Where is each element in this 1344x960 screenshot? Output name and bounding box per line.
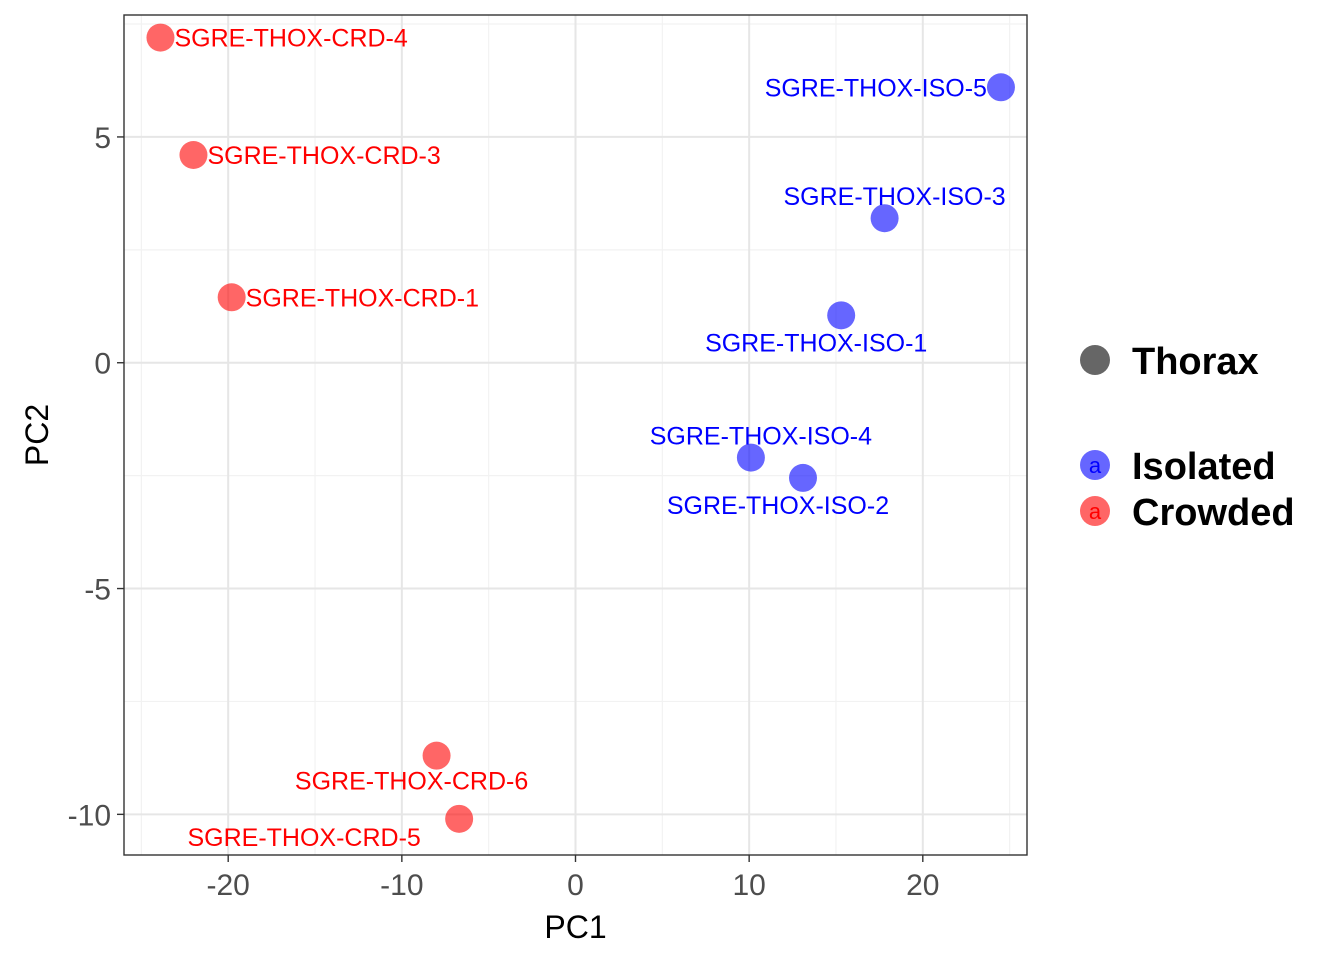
y-axis-title: PC2: [19, 404, 55, 466]
legend-label-isolated: Isolated: [1132, 446, 1276, 488]
y-tick-label: 5: [94, 122, 111, 155]
point-label: SGRE-THOX-ISO-1: [705, 329, 927, 357]
point-label: SGRE-THOX-ISO-5: [765, 74, 987, 102]
point-label: SGRE-THOX-CRD-3: [207, 142, 440, 170]
data-point: [788, 463, 817, 492]
legend-key-isolated: [1080, 450, 1110, 480]
point-label: SGRE-THOX-CRD-5: [187, 824, 420, 852]
grid: [124, 15, 1027, 855]
point-label: SGRE-THOX-ISO-2: [667, 492, 889, 520]
legend-key-letter: a: [1089, 453, 1102, 478]
point-labels: SGRE-THOX-ISO-5 SGRE-THOX-ISO-3 SGRE-THOX-…: [174, 25, 1005, 852]
data-points: [146, 23, 1015, 833]
data-point: [445, 804, 474, 833]
point-label: SGRE-THOX-CRD-6: [295, 768, 528, 796]
data-point: [986, 73, 1015, 102]
y-tick-label: -10: [68, 799, 111, 832]
legend-shape-key: [1080, 345, 1110, 375]
legend-key-letter: a: [1089, 499, 1102, 524]
point-label: SGRE-THOX-CRD-4: [174, 25, 407, 53]
axes: -20 -10 0 10 20 -10 -5 0 5: [68, 122, 940, 902]
data-point: [870, 204, 899, 233]
x-tick-label: 10: [732, 869, 765, 902]
data-point: [736, 443, 765, 472]
point-label: SGRE-THOX-ISO-3: [783, 183, 1005, 211]
point-label: SGRE-THOX-CRD-1: [246, 284, 479, 312]
x-axis-title: PC1: [544, 909, 606, 945]
x-tick-label: 0: [567, 869, 584, 902]
legend-shape-title: Thorax: [1132, 341, 1259, 383]
legend-label-crowded: Crowded: [1132, 492, 1295, 534]
x-tick-label: -10: [380, 869, 423, 902]
data-point: [146, 23, 175, 52]
x-tick-label: 20: [906, 869, 939, 902]
y-tick-label: 0: [94, 348, 111, 381]
legend: Thorax a Isolated a Crowded: [1080, 341, 1295, 534]
data-point: [827, 301, 856, 330]
x-tick-label: -20: [207, 869, 250, 902]
y-tick-label: -5: [84, 574, 111, 607]
data-point: [217, 283, 246, 312]
data-point: [179, 141, 208, 169]
point-label: SGRE-THOX-ISO-4: [650, 423, 872, 451]
legend-key-crowded: [1080, 496, 1110, 526]
data-point: [422, 741, 451, 770]
